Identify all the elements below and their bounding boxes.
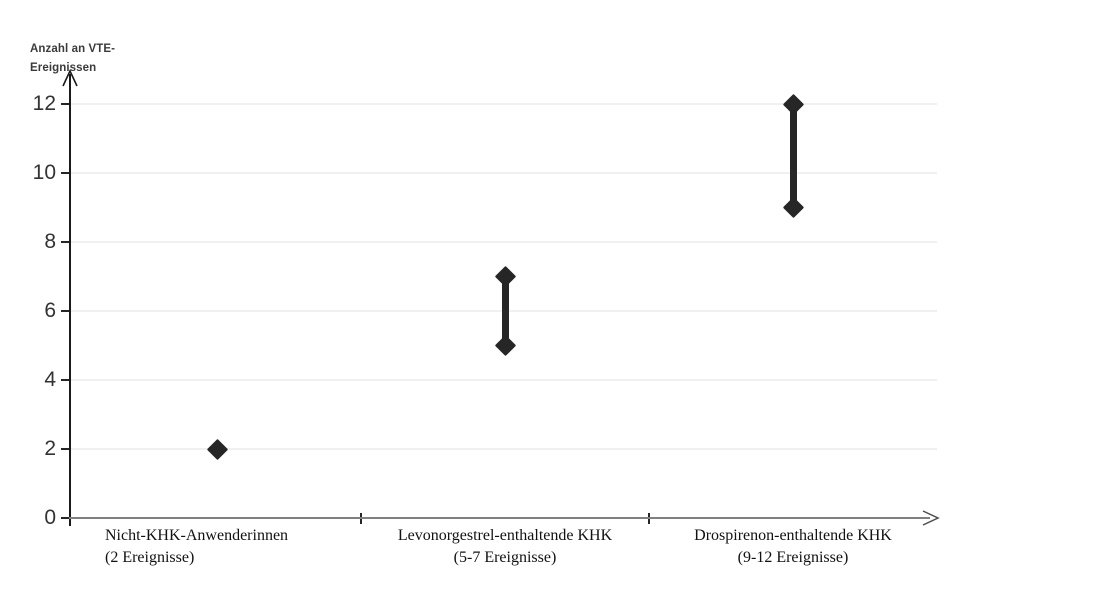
- x-axis-arrow-icon: [922, 510, 940, 526]
- y-axis-arrow-icon: [62, 69, 78, 87]
- gridline: [71, 448, 937, 450]
- gridline: [71, 241, 937, 243]
- y-tick-label: 2: [44, 437, 56, 460]
- y-axis-title-line1: Anzahl an VTE-: [30, 43, 116, 55]
- y-tick-label: 8: [44, 230, 56, 253]
- y-tick: [61, 172, 70, 174]
- category-label-main: Nicht-KHK-Anwenderinnen: [105, 527, 289, 544]
- y-axis-title: Anzahl an VTE- Ereignissen: [30, 40, 115, 78]
- category-label-sub: (5-7 Ereignisse): [453, 549, 557, 566]
- range-bar: [789, 104, 797, 208]
- y-tick: [61, 517, 70, 519]
- category-label: Drospirenon-enthaltende KHK (9-12 Ereigni…: [618, 525, 968, 569]
- y-tick: [61, 379, 70, 381]
- gridline: [71, 379, 937, 381]
- gridline: [71, 103, 937, 105]
- y-tick: [61, 310, 70, 312]
- range-bar: [501, 276, 509, 346]
- y-axis-title-line2: Ereignissen: [30, 62, 97, 74]
- y-tick-label: 10: [32, 161, 56, 184]
- category-label: Levonorgestrel-enthaltende KHK (5-7 Ereig…: [330, 525, 680, 569]
- y-tick: [61, 241, 70, 243]
- y-tick-label: 0: [44, 506, 56, 529]
- category-label-main: Drospirenon-enthaltende KHK: [694, 527, 892, 544]
- category-label: Nicht-KHK-Anwenderinnen (2 Ereignisse): [105, 525, 375, 569]
- category-label-sub: (2 Ereignisse): [105, 549, 195, 566]
- category-label-main: Levonorgestrel-enthaltende KHK: [397, 527, 613, 544]
- y-tick-label: 4: [44, 368, 56, 391]
- y-tick-label: 6: [44, 299, 56, 322]
- y-tick: [61, 448, 70, 450]
- y-tick: [61, 103, 70, 105]
- category-label-sub: (9-12 Ereignisse): [737, 549, 849, 566]
- gridline: [71, 172, 937, 174]
- y-tick-label: 12: [32, 92, 56, 115]
